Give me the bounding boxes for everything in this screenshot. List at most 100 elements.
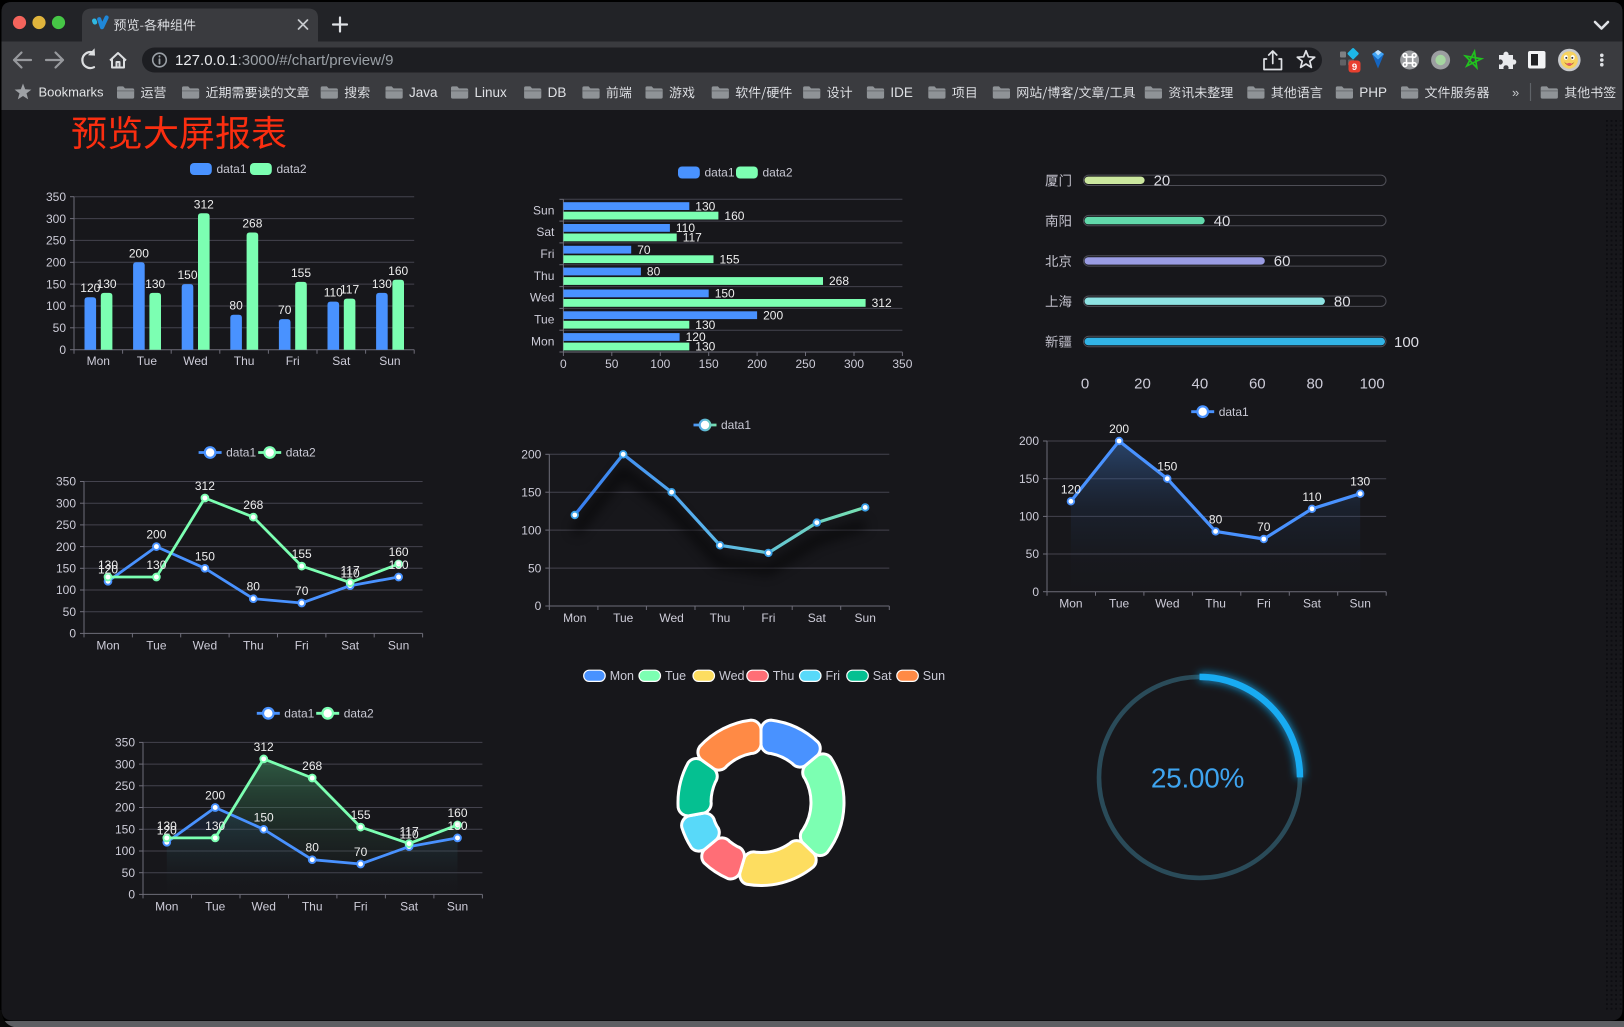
- svg-text:350: 350: [892, 357, 912, 371]
- svg-text:100: 100: [650, 357, 670, 371]
- svg-text:250: 250: [115, 779, 135, 793]
- svg-text:150: 150: [254, 810, 274, 824]
- svg-text:Wed: Wed: [530, 291, 554, 305]
- svg-text:data1: data1: [226, 446, 256, 460]
- svg-text:100: 100: [1360, 375, 1385, 392]
- svg-text:DB: DB: [548, 85, 567, 100]
- svg-text:Mon: Mon: [1059, 597, 1082, 611]
- svg-text:Tue: Tue: [613, 611, 634, 625]
- svg-text:20: 20: [1134, 375, 1151, 392]
- svg-text:200: 200: [747, 357, 767, 371]
- svg-text:0: 0: [128, 888, 135, 902]
- svg-text:250: 250: [56, 518, 76, 532]
- svg-text:Thu: Thu: [234, 354, 255, 368]
- svg-text:130: 130: [98, 558, 118, 572]
- svg-text:80: 80: [229, 299, 243, 313]
- svg-text:Sun: Sun: [388, 638, 409, 652]
- svg-text:200: 200: [205, 789, 225, 803]
- svg-text:Tue: Tue: [205, 899, 226, 913]
- svg-text:130: 130: [1350, 475, 1370, 489]
- svg-text:Thu: Thu: [302, 899, 323, 913]
- svg-text:0: 0: [535, 599, 542, 613]
- svg-text:70: 70: [637, 243, 651, 257]
- svg-text:Fri: Fri: [540, 247, 554, 261]
- svg-text:312: 312: [194, 197, 214, 211]
- svg-text:Fri: Fri: [761, 611, 775, 625]
- svg-text:150: 150: [715, 287, 735, 301]
- svg-text:117: 117: [340, 283, 359, 297]
- svg-text:312: 312: [872, 296, 892, 310]
- svg-text:155: 155: [351, 808, 371, 822]
- svg-text:0: 0: [560, 357, 567, 371]
- svg-text:Sun: Sun: [447, 899, 468, 913]
- svg-text:268: 268: [242, 217, 262, 231]
- svg-text:Sat: Sat: [400, 899, 419, 913]
- svg-text:120: 120: [157, 823, 177, 837]
- svg-text:200: 200: [521, 448, 541, 462]
- svg-text:Tue: Tue: [1109, 597, 1130, 611]
- svg-text:110: 110: [676, 221, 695, 235]
- svg-text:Wed: Wed: [1155, 597, 1179, 611]
- svg-text:Sat: Sat: [1303, 597, 1322, 611]
- svg-text:110: 110: [324, 286, 343, 300]
- svg-text:80: 80: [1306, 375, 1323, 392]
- svg-text:155: 155: [291, 266, 311, 280]
- svg-text:Fri: Fri: [826, 669, 841, 683]
- svg-text:Sat: Sat: [808, 611, 827, 625]
- svg-text:150: 150: [195, 549, 215, 563]
- svg-text:Sat: Sat: [341, 638, 360, 652]
- svg-text:200: 200: [46, 256, 66, 270]
- svg-text:Tue: Tue: [146, 638, 167, 652]
- svg-text:Wed: Wed: [659, 611, 683, 625]
- svg-text:70: 70: [278, 303, 292, 317]
- svg-text:Bookmarks: Bookmarks: [39, 85, 105, 100]
- svg-text:Thu: Thu: [243, 638, 264, 652]
- svg-text:Fri: Fri: [295, 638, 309, 652]
- svg-text:Wed: Wed: [183, 354, 207, 368]
- svg-text:117: 117: [683, 231, 702, 245]
- svg-text:Fri: Fri: [286, 354, 300, 368]
- svg-text:120: 120: [686, 330, 706, 344]
- svg-text:IDE: IDE: [890, 85, 913, 100]
- svg-text:Wed: Wed: [251, 899, 275, 913]
- svg-text:data1: data1: [217, 162, 247, 176]
- svg-text:200: 200: [56, 540, 76, 554]
- svg-text:Thu: Thu: [773, 669, 795, 683]
- svg-text:PHP: PHP: [1359, 85, 1387, 100]
- svg-text:Mon: Mon: [96, 638, 119, 652]
- svg-text:50: 50: [63, 605, 77, 619]
- svg-text:312: 312: [195, 479, 215, 493]
- svg-text:200: 200: [146, 528, 166, 542]
- svg-text:130: 130: [447, 819, 467, 833]
- svg-text:40: 40: [1214, 213, 1231, 230]
- svg-text:0: 0: [1081, 375, 1089, 392]
- svg-text:100: 100: [46, 299, 66, 313]
- svg-text:60: 60: [1274, 253, 1291, 270]
- svg-text:data1: data1: [1219, 405, 1249, 419]
- svg-text:250: 250: [795, 357, 815, 371]
- svg-text:Mon: Mon: [610, 669, 634, 683]
- svg-text:50: 50: [528, 561, 542, 575]
- svg-text:data1: data1: [721, 418, 751, 432]
- svg-text:117: 117: [400, 825, 419, 839]
- svg-text:130: 130: [205, 819, 225, 833]
- svg-text:130: 130: [97, 277, 117, 291]
- svg-text:160: 160: [388, 264, 408, 278]
- svg-text:20: 20: [1154, 173, 1171, 190]
- svg-text:0: 0: [69, 627, 76, 641]
- svg-text:data2: data2: [277, 162, 307, 176]
- svg-text:350: 350: [115, 736, 135, 750]
- svg-text:150: 150: [1019, 472, 1039, 486]
- svg-text:data1: data1: [284, 707, 314, 721]
- svg-text:150: 150: [56, 562, 76, 576]
- svg-text:130: 130: [145, 277, 165, 291]
- svg-text:Mon: Mon: [155, 899, 178, 913]
- svg-text:0: 0: [59, 343, 66, 357]
- svg-text:160: 160: [389, 545, 409, 559]
- svg-text:data2: data2: [286, 446, 316, 460]
- svg-text:80: 80: [647, 265, 661, 279]
- svg-text:130: 130: [146, 558, 166, 572]
- svg-text:Mon: Mon: [87, 354, 110, 368]
- svg-text:130: 130: [372, 277, 392, 291]
- svg-text:268: 268: [829, 274, 849, 288]
